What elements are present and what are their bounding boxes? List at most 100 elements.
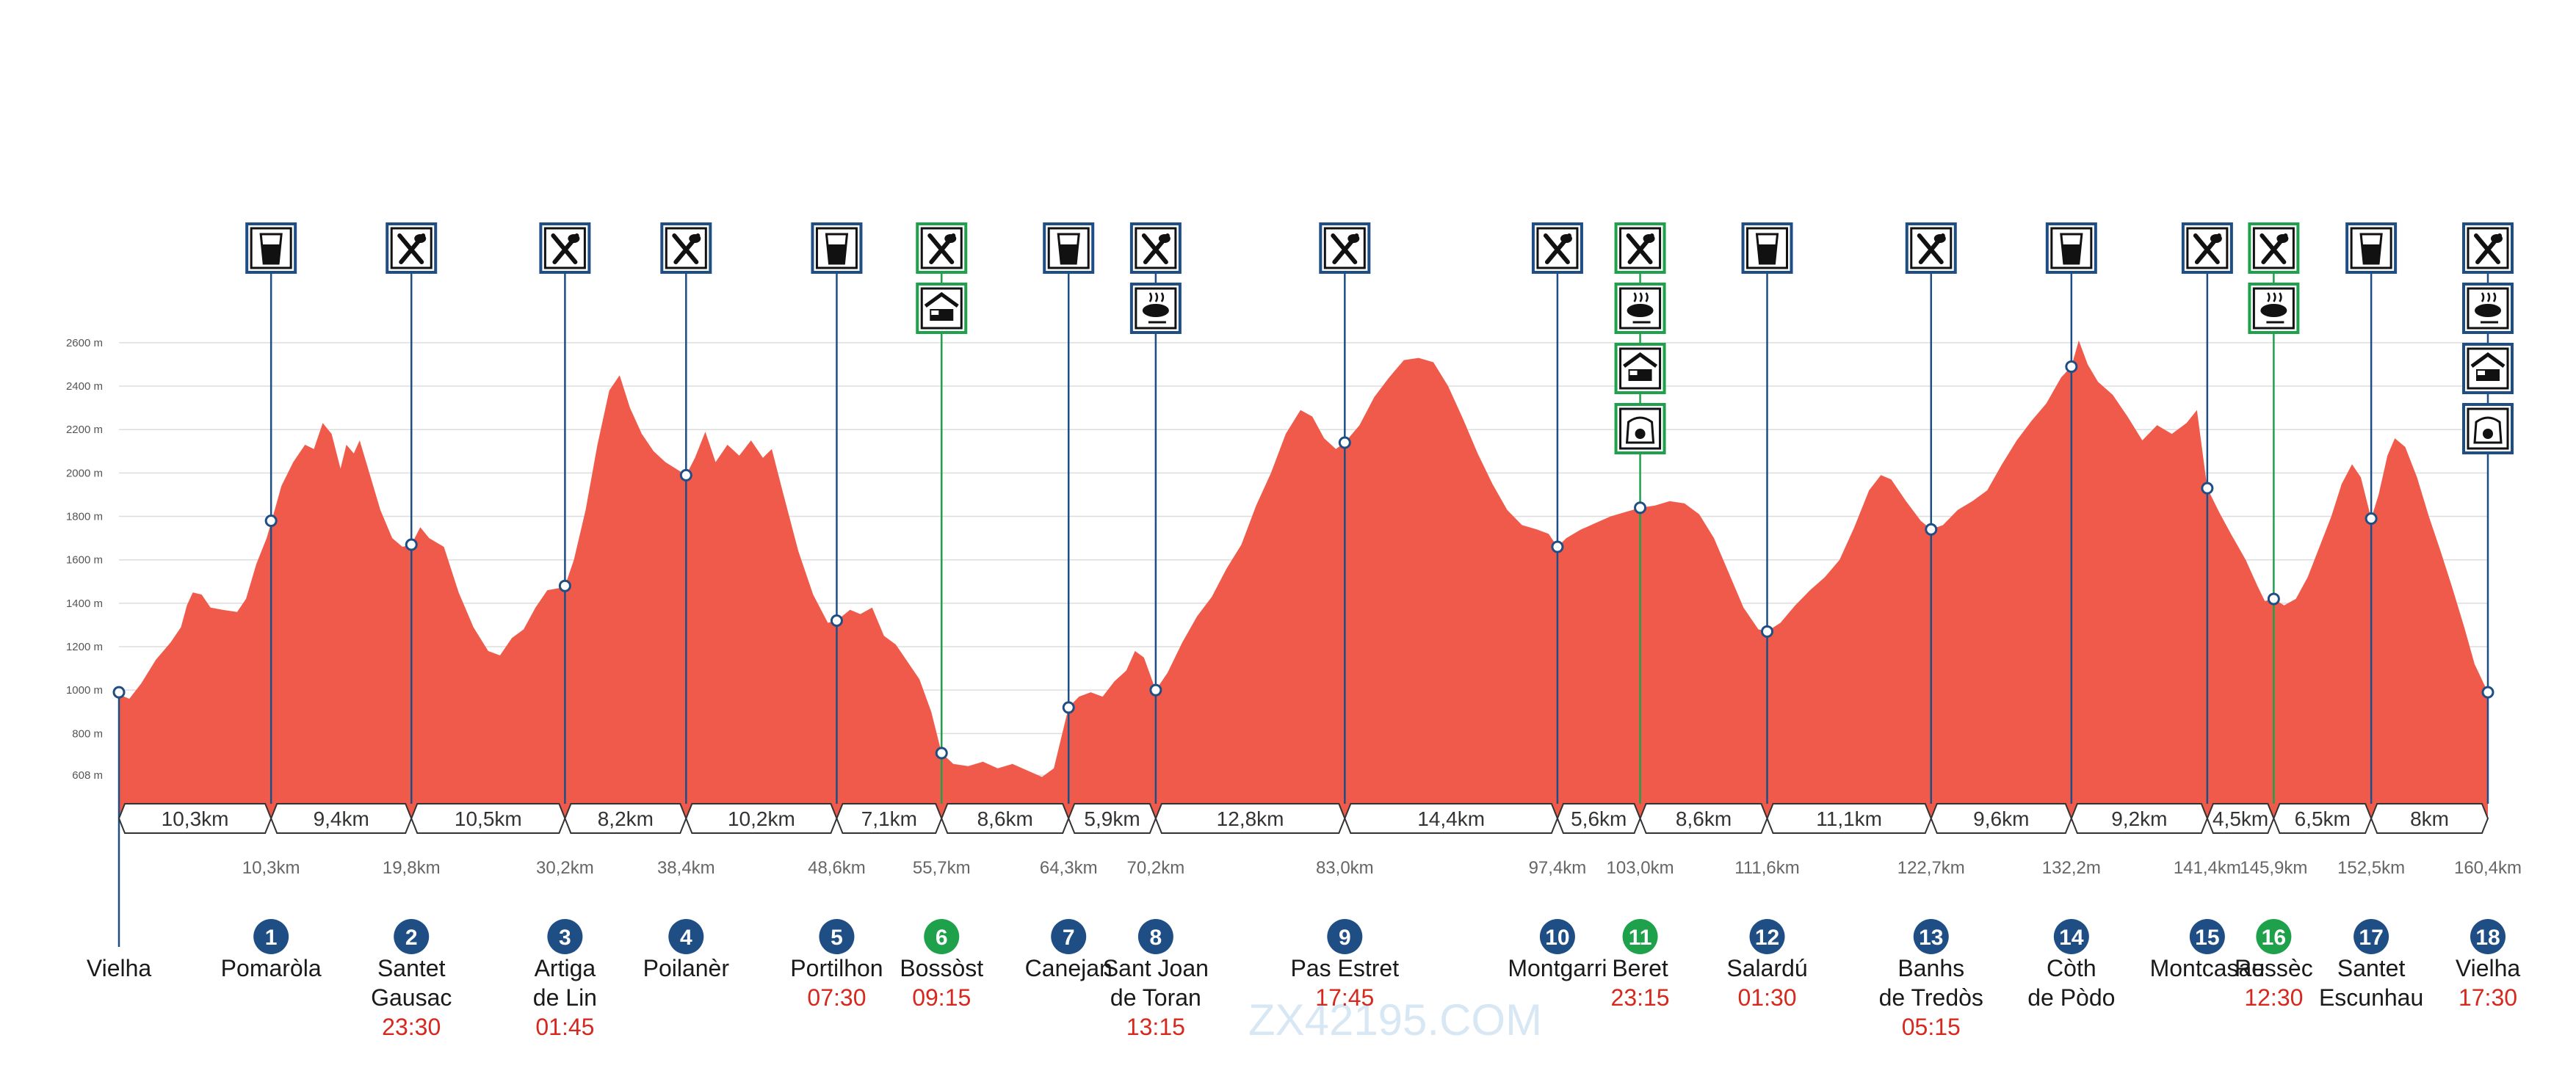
watermark: ZX42195.COM — [1248, 995, 1542, 1045]
stage-number: 1 — [265, 926, 278, 950]
bag-logo — [2483, 429, 2493, 439]
drop-bag-icon — [1614, 403, 1666, 454]
stage-cutoff-time: 12:30 — [2244, 984, 2303, 1011]
food-icon — [2462, 222, 2514, 274]
drink-icon — [2345, 222, 2398, 274]
glass-water — [828, 244, 846, 263]
stage-badge — [819, 919, 855, 954]
spoon-bowl — [1158, 234, 1171, 243]
stage-name: de Toran — [1110, 984, 1201, 1011]
stage-name: Canejan — [1025, 955, 1112, 981]
y-tick-label: 608 m — [72, 769, 103, 782]
stage-number: 3 — [559, 926, 571, 950]
spoon-bowl — [2276, 234, 2289, 243]
stage-names: Vielha Pomaròla Santet Gausac 23:30 Artiga de … — [87, 955, 2521, 1040]
stage-markers — [112, 360, 2494, 760]
segment-distance: 9,2km — [2111, 807, 2167, 830]
food-icon — [539, 222, 591, 274]
stage-marker — [558, 579, 571, 592]
stage-name: Salardú — [1726, 955, 1807, 981]
stage-badge — [2189, 919, 2225, 954]
segment-distance: 11,1km — [1816, 807, 1882, 830]
spoon-bowl — [1347, 234, 1360, 243]
steam — [2481, 292, 2497, 302]
cumulative-km: 70,2km — [1127, 858, 1185, 878]
stage-name: Artiga — [535, 955, 596, 981]
stage-badge — [394, 919, 430, 954]
elevation-area — [119, 340, 2488, 818]
stage-number: 4 — [680, 926, 692, 950]
stage-cutoff-time: 17:30 — [2459, 984, 2517, 1011]
steam — [1633, 292, 1649, 302]
profile-area — [119, 340, 2488, 818]
bed-icon — [916, 283, 968, 334]
drink-icon — [245, 222, 297, 274]
stage-badge — [2256, 919, 2292, 954]
stage-marker — [112, 686, 126, 699]
bed-icon — [1614, 343, 1666, 394]
cumulative-km: 145,9km — [2240, 858, 2307, 878]
bag-outline — [1625, 416, 1655, 444]
stage-icons — [245, 222, 2514, 454]
segment-distance: 5,6km — [1571, 807, 1627, 830]
drink-icon — [811, 222, 863, 274]
stage-name: Sant Joan — [1103, 955, 1209, 981]
stage-marker — [405, 538, 418, 551]
stage-name: Còth — [2047, 955, 2096, 981]
stage-name: Santet — [377, 955, 446, 981]
roof — [924, 291, 959, 308]
segment-distance: 10,5km — [455, 807, 522, 830]
segment-distance: 4,5km — [2213, 807, 2268, 830]
stage-cutoff-time: 09:15 — [912, 984, 971, 1011]
segment-distance: 10,3km — [162, 807, 229, 830]
stage-cutoff-time: 07:30 — [807, 984, 866, 1011]
roof — [1623, 352, 1658, 368]
cumulative-km-labels: 10,3km 19,8km 30,2km 38,4km 48,6km 55,7km 64,3… — [242, 858, 2522, 878]
glass-water — [2362, 244, 2381, 263]
glass-water — [1060, 244, 1078, 263]
stage-name: Montgarri — [1508, 955, 1607, 981]
stage-name: Montcasau — [2150, 955, 2265, 981]
cumulative-km: 132,2m — [2042, 858, 2101, 878]
cumulative-km: 64,3km — [1040, 858, 1098, 878]
pillow — [931, 310, 939, 315]
stage-name: Gausac — [371, 984, 452, 1011]
food-icon — [1614, 222, 1666, 274]
stage-marker — [2201, 482, 2214, 495]
stage-cutoff-time: 23:15 — [1611, 984, 1670, 1011]
glass-outline — [825, 233, 849, 265]
stage-badge — [1137, 919, 1173, 954]
segment-distance: 9,6km — [1973, 807, 2029, 830]
stage-badges: 1 2 3 4 5 6 7 8 9 10 11 12 13 14 15 16 17 18 — [253, 919, 2506, 954]
stage-marker — [679, 468, 692, 482]
y-tick-label: 800 m — [72, 727, 103, 740]
y-tick-label: 2200 m — [66, 424, 103, 436]
cumulative-km: 55,7km — [913, 858, 971, 878]
bowl — [1142, 304, 1169, 317]
stage-badge — [1327, 919, 1363, 954]
spoon-bowl — [2210, 234, 2222, 243]
stage-badge — [2053, 919, 2089, 954]
food-icon — [2248, 222, 2300, 274]
glass-outline — [2359, 233, 2383, 265]
stage-name: Vielha — [2456, 955, 2521, 981]
y-tick-label: 1800 m — [66, 511, 103, 523]
spoon-bowl — [1560, 234, 1572, 243]
hot-meal-icon — [2248, 283, 2300, 334]
stage-name: Pas Estret — [1291, 955, 1400, 981]
icon-inner-frame — [1619, 347, 1662, 390]
stage-name: Banhs — [1897, 955, 1964, 981]
segment-distance: 7,1km — [861, 807, 917, 830]
stage-number: 9 — [1339, 926, 1351, 950]
stage-name: Portilhon — [790, 955, 883, 981]
cumulative-km: 97,4km — [1529, 858, 1587, 878]
stage-number: 8 — [1150, 926, 1162, 950]
stage-number: 18 — [2475, 926, 2500, 950]
stage-badge — [547, 919, 583, 954]
steam — [1148, 292, 1165, 302]
y-tick-label: 1200 m — [66, 641, 103, 653]
segment-distance: 9,4km — [314, 807, 369, 830]
cumulative-km: 141,4km — [2174, 858, 2241, 878]
stage-marker — [2481, 686, 2494, 699]
glass-outline — [1057, 233, 1080, 265]
